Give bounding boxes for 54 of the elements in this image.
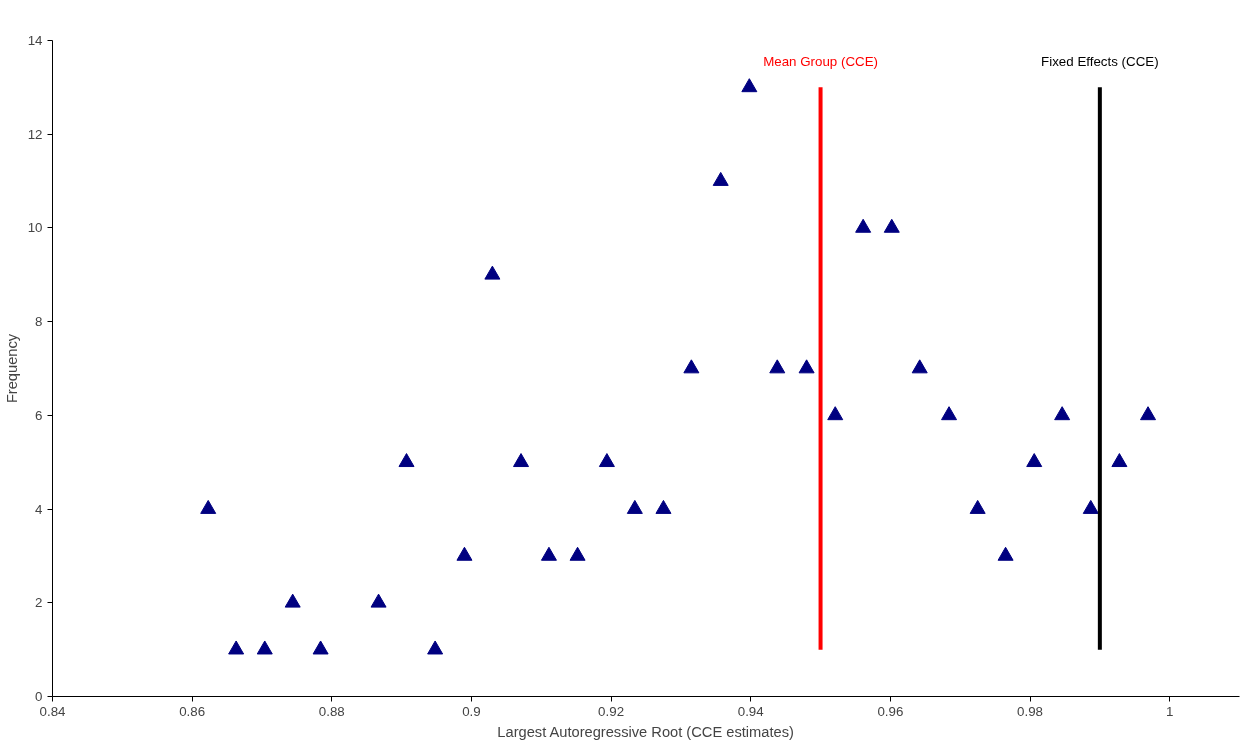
point: [540, 546, 557, 561]
series-label: Mean Group (CCE): [763, 54, 878, 70]
point: [1082, 499, 1099, 514]
point: [626, 499, 643, 514]
point: [1054, 406, 1071, 421]
point: [1026, 453, 1043, 468]
point: [741, 78, 758, 93]
x-tick-label: 0.9: [462, 703, 481, 719]
y-tick-label: 2: [35, 595, 43, 611]
point: [513, 453, 530, 468]
point: [569, 546, 586, 561]
x-tick-label: 0.88: [318, 703, 345, 719]
point: [997, 546, 1014, 561]
x-axis-title: Largest Autoregressive Root (CCE estimates): [497, 723, 794, 740]
y-tick-label: 4: [35, 501, 44, 517]
point: [1111, 453, 1128, 468]
point: [683, 359, 700, 374]
point: [484, 265, 501, 280]
point: [370, 593, 387, 608]
point: [941, 406, 958, 421]
point: [284, 593, 301, 608]
point: [712, 171, 729, 186]
y-tick-label: 12: [27, 126, 43, 142]
point: [855, 218, 872, 233]
point: [969, 499, 986, 514]
point: [1140, 406, 1157, 421]
point: [911, 359, 928, 374]
x-tick-label: 0.84: [39, 703, 67, 719]
point: [256, 640, 273, 655]
point: [655, 499, 672, 514]
point: [427, 640, 444, 655]
x-tick-label: 0.96: [877, 703, 904, 719]
point: [598, 453, 615, 468]
point: [456, 546, 473, 561]
series-label: Fixed Effects (CCE): [1041, 54, 1159, 70]
y-tick-label: 8: [35, 314, 43, 330]
point: [827, 406, 844, 421]
y-tick-label: 6: [35, 407, 43, 423]
x-tick-label: 1: [1165, 703, 1174, 719]
point: [312, 640, 329, 655]
point: [398, 453, 415, 468]
y-tick-label: 0: [35, 689, 43, 704]
point: [798, 359, 815, 374]
y-tick-label: 10: [27, 220, 43, 236]
y-axis-title: Frequency: [3, 333, 20, 404]
x-tick-label: 0.92: [598, 703, 625, 719]
y-tick-label: 14: [27, 33, 44, 48]
point: [228, 640, 245, 655]
point: [769, 359, 786, 374]
point: [200, 499, 217, 514]
x-tick-label: 0.86: [179, 703, 206, 719]
point: [883, 218, 900, 233]
x-tick-label: 0.98: [1017, 703, 1044, 719]
x-tick-label: 0.94: [737, 703, 765, 719]
